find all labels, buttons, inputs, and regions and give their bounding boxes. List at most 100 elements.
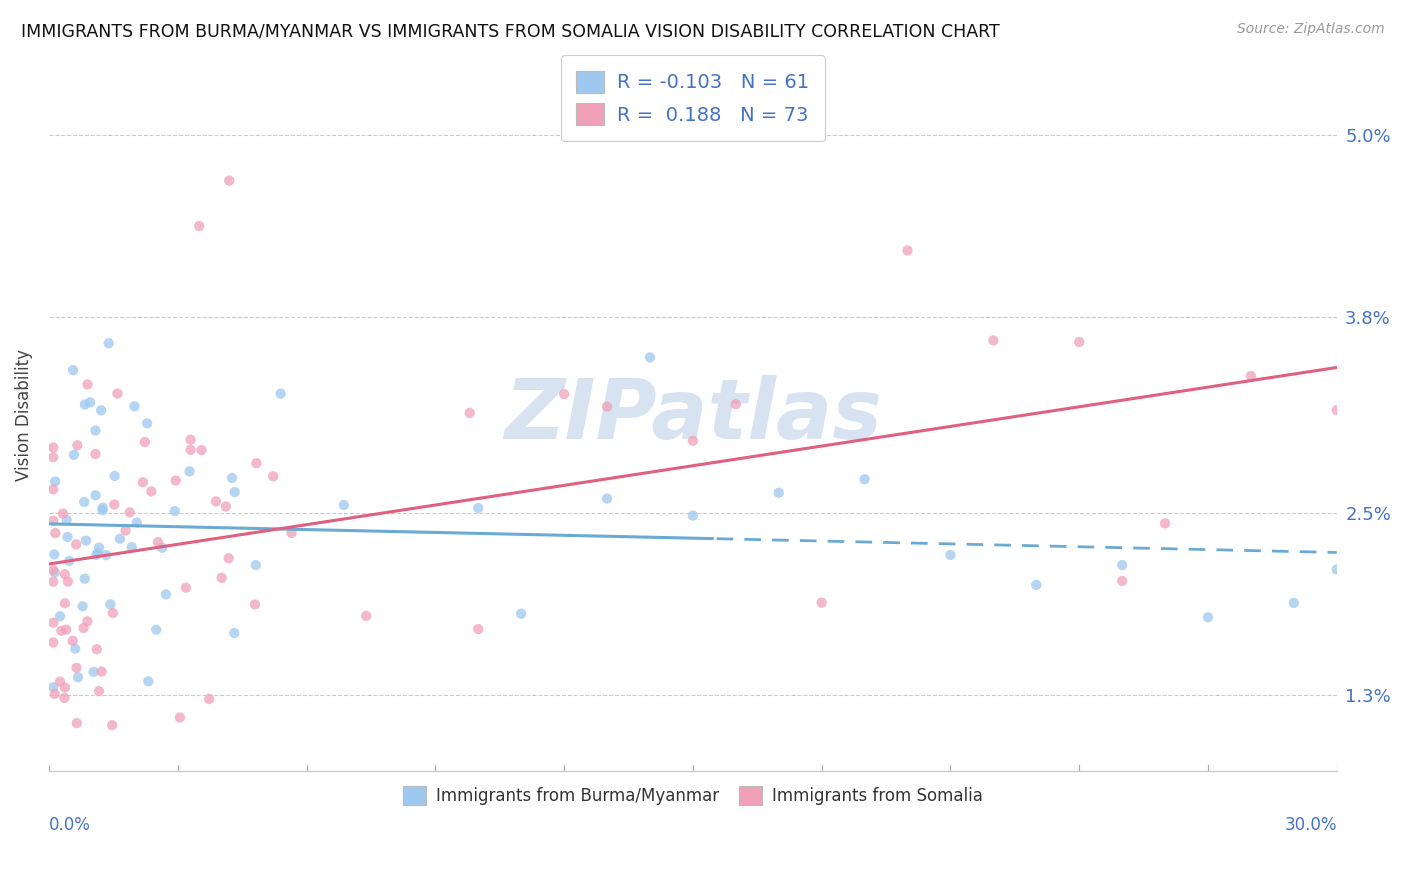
Point <box>132 475 155 490</box>
Point <box>44 526 66 541</box>
Point <box>165 474 187 488</box>
Point <box>76 377 98 392</box>
Point <box>270 386 292 401</box>
Point <box>86 642 108 657</box>
Text: 0.0%: 0.0% <box>49 816 91 834</box>
Point <box>42 574 65 589</box>
Point <box>141 484 163 499</box>
Point <box>896 244 918 258</box>
Point <box>553 387 575 401</box>
Point <box>66 716 89 731</box>
Point <box>65 537 87 551</box>
Point <box>83 665 105 679</box>
Point <box>136 674 159 689</box>
Point <box>66 438 89 452</box>
Point <box>86 546 108 560</box>
Point <box>188 219 211 233</box>
Point <box>221 471 243 485</box>
Point <box>65 661 87 675</box>
Point <box>1025 578 1047 592</box>
Point <box>205 494 228 508</box>
Point <box>62 363 84 377</box>
Point <box>596 491 619 506</box>
Point <box>215 500 238 514</box>
Point <box>73 397 96 411</box>
Text: Source: ZipAtlas.com: Source: ZipAtlas.com <box>1237 22 1385 37</box>
Point <box>84 488 107 502</box>
Point <box>983 334 1005 348</box>
Point <box>75 533 97 548</box>
Point <box>146 535 169 549</box>
Point <box>49 674 72 689</box>
Text: ZIPatlas: ZIPatlas <box>503 375 882 456</box>
Point <box>134 435 156 450</box>
Point <box>90 403 112 417</box>
Point <box>65 641 87 656</box>
Point <box>768 485 790 500</box>
Point <box>55 513 77 527</box>
Point <box>42 441 65 455</box>
Point <box>108 532 131 546</box>
Point <box>682 434 704 448</box>
Point <box>62 633 84 648</box>
Point <box>55 623 77 637</box>
Point <box>103 498 125 512</box>
Y-axis label: Vision Disability: Vision Disability <box>15 349 32 481</box>
Point <box>104 469 127 483</box>
Point <box>180 433 202 447</box>
Point <box>245 558 267 572</box>
Point <box>1154 516 1177 531</box>
Point <box>87 541 110 555</box>
Point <box>56 530 79 544</box>
Point <box>101 606 124 620</box>
Point <box>86 548 108 562</box>
Text: IMMIGRANTS FROM BURMA/MYANMAR VS IMMIGRANTS FROM SOMALIA VISION DISABILITY CORRE: IMMIGRANTS FROM BURMA/MYANMAR VS IMMIGRA… <box>21 22 1000 40</box>
Point <box>1111 558 1133 572</box>
Point <box>76 615 98 629</box>
Point <box>724 397 747 411</box>
Point <box>107 386 129 401</box>
Point <box>42 635 65 649</box>
Point <box>63 448 86 462</box>
Point <box>810 596 832 610</box>
Point <box>73 495 96 509</box>
Point <box>87 684 110 698</box>
Point <box>1326 562 1348 576</box>
Point <box>1240 369 1263 384</box>
Point <box>467 622 489 636</box>
Point <box>121 540 143 554</box>
Point <box>101 718 124 732</box>
Point <box>72 599 94 614</box>
Point <box>58 554 80 568</box>
Point <box>42 450 65 465</box>
Point <box>218 551 240 566</box>
Point <box>53 596 76 610</box>
Point <box>44 475 66 489</box>
Point <box>53 567 76 582</box>
Point <box>467 501 489 516</box>
Point <box>333 498 356 512</box>
Point <box>53 690 76 705</box>
Point <box>91 500 114 515</box>
Point <box>245 456 267 470</box>
Point <box>280 525 302 540</box>
Point <box>510 607 533 621</box>
Legend: Immigrants from Burma/Myanmar, Immigrants from Somalia: Immigrants from Burma/Myanmar, Immigrant… <box>396 780 990 812</box>
Point <box>42 680 65 694</box>
Point <box>1197 610 1219 624</box>
Text: 30.0%: 30.0% <box>1284 816 1337 834</box>
Point <box>136 417 159 431</box>
Point <box>49 609 72 624</box>
Point <box>243 598 266 612</box>
Point <box>44 566 66 580</box>
Point <box>42 615 65 630</box>
Point <box>190 443 212 458</box>
Point <box>169 710 191 724</box>
Point <box>52 507 75 521</box>
Point <box>53 681 76 695</box>
Point <box>180 442 202 457</box>
Point <box>118 505 141 519</box>
Point <box>638 351 661 365</box>
Point <box>42 483 65 497</box>
Point <box>224 626 246 640</box>
